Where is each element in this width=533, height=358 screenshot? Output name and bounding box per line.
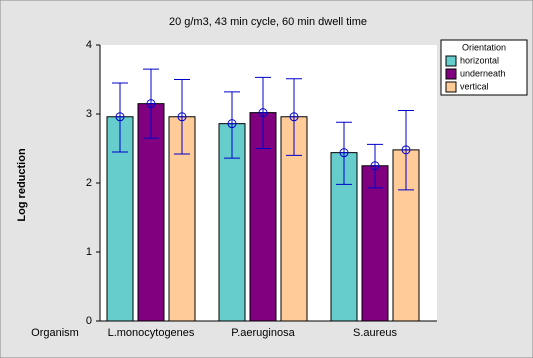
y-tick-label: 3 [86, 108, 92, 120]
mean-cross [290, 112, 298, 121]
y-tick-label: 1 [86, 246, 92, 258]
legend-swatch [445, 55, 457, 67]
bar [137, 103, 165, 322]
legend-title: Orientation [462, 42, 506, 52]
mean-cross [259, 108, 267, 117]
mean-cross [147, 99, 155, 108]
legend-label: horizontal [460, 55, 499, 65]
mean-cross [340, 148, 348, 157]
y-tick-label: 2 [86, 177, 92, 189]
mean-cross [178, 112, 186, 121]
x-axis-label: Organism [31, 327, 79, 339]
bar [361, 165, 389, 322]
y-axis-label: Log reduction [16, 148, 28, 222]
legend-swatch [445, 81, 457, 93]
mean-cross [371, 161, 379, 170]
legend-swatch [445, 68, 457, 80]
chart-title: 20 g/m3, 43 min cycle, 60 min dwell time [169, 16, 367, 28]
y-tick-label: 0 [86, 315, 92, 327]
bar [106, 116, 134, 322]
y-tick-label: 4 [86, 39, 92, 51]
x-tick-label: S.aureus [353, 327, 398, 339]
legend-label: vertical [460, 81, 489, 91]
mean-cross [402, 145, 410, 154]
legend-label: underneath [460, 68, 506, 78]
mean-cross [228, 119, 236, 128]
mean-cross [116, 112, 124, 121]
x-tick-label: P.aeruginosa [231, 327, 295, 339]
x-tick-label: L.monocytogenes [108, 327, 195, 339]
